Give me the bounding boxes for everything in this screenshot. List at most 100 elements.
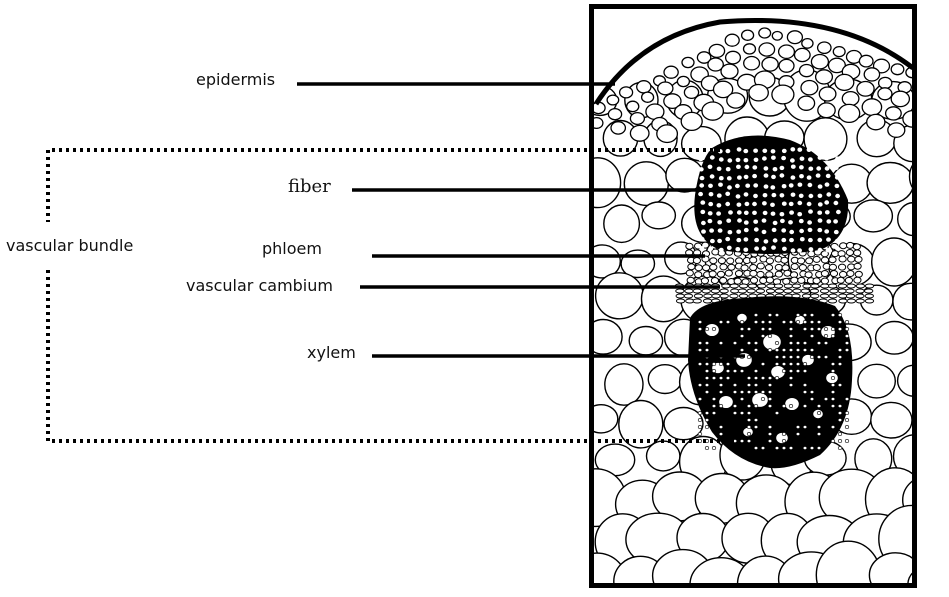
xylem-parenchyma: [712, 404, 716, 407]
xylem-parenchyma: [740, 320, 744, 323]
xylem-parenchyma: [719, 425, 723, 428]
xylem-parenchyma: [768, 376, 772, 379]
phloem-cell: [784, 270, 791, 276]
phloem-cell: [839, 264, 846, 270]
fiber-lumen: [754, 227, 759, 231]
xylem-parenchyma: [747, 355, 751, 358]
phloem-cell: [846, 250, 853, 256]
fiber-lumen: [717, 203, 722, 207]
xylem-parenchyma: [754, 376, 758, 379]
cambium-cell: [703, 299, 711, 303]
xylem-parenchyma: [698, 320, 702, 323]
cambium-cell: [694, 294, 702, 298]
phloem-cell: [791, 264, 798, 270]
xylem-parenchyma: [803, 390, 807, 393]
xylem-parenchyma: [796, 348, 800, 351]
fiber-lumen: [710, 174, 715, 178]
xylem-parenchyma: [824, 355, 828, 358]
xylem-parenchyma: [740, 348, 744, 351]
xylem-parenchyma: [754, 320, 758, 323]
phloem-cell: [806, 258, 813, 264]
fiber-lumen: [708, 202, 713, 206]
phloem-cell: [781, 257, 788, 263]
xylem-parenchyma: [796, 432, 800, 435]
xylem-parenchyma: [845, 397, 849, 400]
cortex-cell: [608, 109, 621, 120]
xylem-parenchyma: [719, 390, 723, 393]
fiber-lumen: [826, 219, 831, 223]
xylem-parenchyma: [754, 369, 758, 372]
xylem-parenchyma: [831, 383, 835, 386]
cambium-cell: [775, 289, 783, 293]
cortex-cell: [682, 57, 694, 67]
xylem-parenchyma: [803, 348, 807, 351]
cambium-cell: [792, 284, 800, 288]
cortex-cell: [842, 92, 859, 106]
fiber-lumen: [762, 230, 767, 234]
xylem-parenchyma: [754, 313, 758, 316]
phloem-cell: [695, 265, 702, 271]
xylem-parenchyma: [845, 348, 849, 351]
fiber-lumen: [752, 174, 757, 178]
fiber-lumen: [726, 149, 731, 153]
cambium-cell: [676, 299, 684, 303]
fiber-lumen: [826, 174, 831, 178]
cortex-cell: [657, 125, 678, 143]
xylem-parenchyma: [782, 362, 786, 365]
cambium-cell: [730, 294, 738, 298]
fiber-lumen: [773, 167, 778, 171]
xylem-parenchyma: [761, 446, 765, 449]
cortex-cell: [611, 122, 625, 134]
fiber-lumen: [753, 183, 758, 187]
xylem-parenchyma: [705, 446, 709, 449]
cambium-cell: [739, 294, 747, 298]
fiber-lumen: [737, 175, 742, 179]
phloem-cell: [855, 271, 862, 277]
xylem-parenchyma: [845, 439, 849, 442]
fiber-lumen: [752, 202, 757, 206]
fiber-lumen: [789, 202, 794, 206]
fiber-lumen: [762, 218, 767, 222]
xylem-parenchyma: [817, 355, 821, 358]
fiber-lumen: [826, 192, 831, 196]
cortex-cell: [787, 31, 802, 44]
parenchyma-cell: [913, 88, 949, 122]
cortex-cell: [772, 85, 794, 104]
cambium-cell: [747, 289, 755, 293]
fiber-lumen: [717, 193, 722, 197]
xylem-parenchyma: [768, 383, 772, 386]
fiber-lumen: [764, 184, 769, 188]
xylem-parenchyma: [747, 383, 751, 386]
xylem-parenchyma: [845, 334, 849, 337]
xylem-parenchyma: [719, 376, 723, 379]
xylem-parenchyma: [775, 341, 779, 344]
fiber-lumen: [744, 237, 749, 241]
xylem-parenchyma: [803, 446, 807, 449]
xylem-parenchyma: [768, 397, 772, 400]
fiber-lumen: [736, 194, 741, 198]
fiber-lumen: [736, 230, 741, 234]
xylem-parenchyma: [789, 404, 793, 407]
fiber-lumen: [763, 211, 768, 215]
xylem-parenchyma: [803, 313, 807, 316]
xylem-parenchyma: [796, 425, 800, 428]
xylem-parenchyma: [782, 320, 786, 323]
phloem-cell: [829, 264, 836, 270]
xylem-parenchyma: [754, 446, 758, 449]
xylem-parenchyma: [740, 439, 744, 442]
fiber-lumen: [725, 237, 730, 241]
cambium-cell: [720, 294, 728, 298]
cambium-cell: [829, 284, 837, 288]
cambium-cell: [846, 289, 854, 293]
xylem-parenchyma: [733, 369, 737, 372]
cambium-cell: [685, 289, 693, 293]
fiber-lumen: [744, 220, 749, 224]
fiber-lumen: [754, 246, 759, 250]
fiber-lumen: [725, 192, 730, 196]
phloem-cell: [821, 257, 828, 263]
parenchyma-cell: [915, 243, 949, 287]
xylem-parenchyma: [768, 404, 772, 407]
cambium-cell: [856, 289, 864, 293]
xylem-parenchyma: [761, 362, 765, 365]
